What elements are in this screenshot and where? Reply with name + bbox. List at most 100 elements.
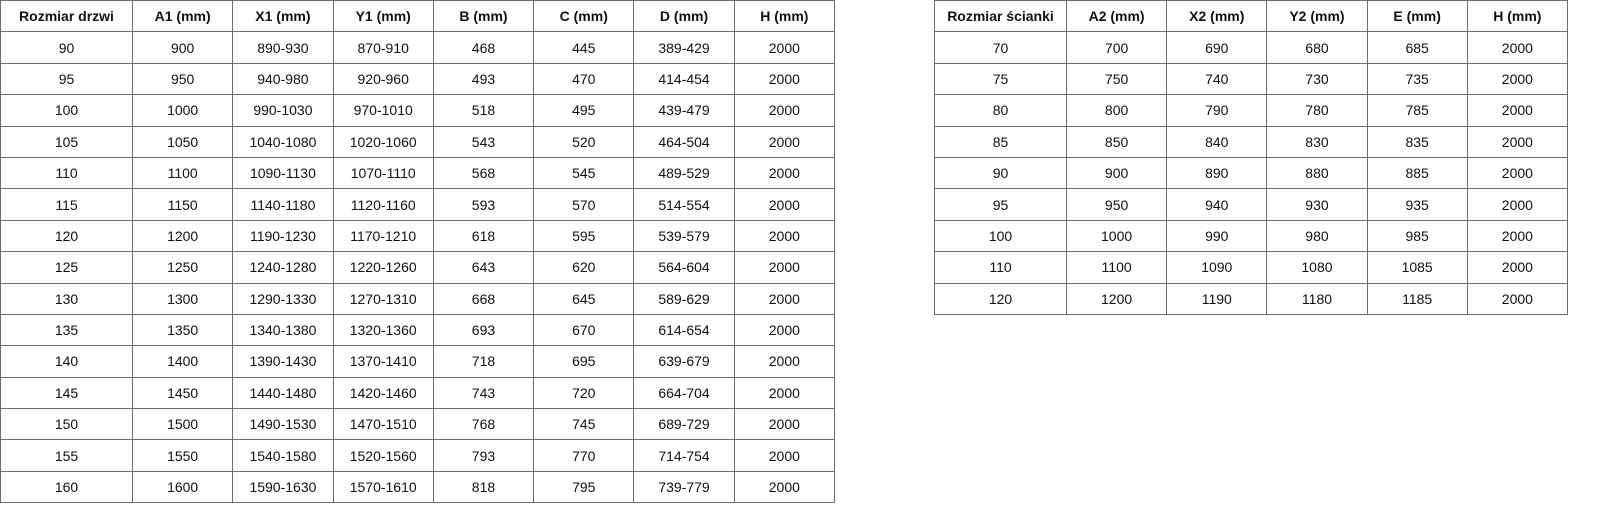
table-cell: 1470-1510 <box>332 408 434 441</box>
table-cell: 950 <box>131 62 234 96</box>
table-cell: 2000 <box>1466 219 1569 253</box>
table-row: 110 1100 1090 1080 1085 2000 <box>934 251 1569 284</box>
column-header: Rozmiar ścianki <box>934 0 1067 33</box>
table-cell: 514-554 <box>633 188 735 221</box>
table-cell: 830 <box>1266 125 1368 158</box>
table-cell: 739-779 <box>633 470 735 504</box>
table-row: 125 1250 1240-1280 1220-1260 643 620 564-604 20… <box>0 251 836 284</box>
table-row: 155 1550 1540-1580 1520-1560 793 770 714-754 20… <box>0 439 836 472</box>
table-cell: 120 <box>0 219 133 253</box>
table-row: 95 950 940-980 920-960 493 470 414-454 2000 <box>0 62 836 96</box>
table-cell: 643 <box>432 251 535 284</box>
table-cell: 1050 <box>131 125 234 158</box>
table-row: 130 1300 1290-1330 1270-1310 668 645 589-629 20… <box>0 282 836 315</box>
table-cell: 670 <box>533 313 635 347</box>
table-cell: 735 <box>1366 62 1468 96</box>
table-cell: 1540-1580 <box>232 439 334 472</box>
column-header: Y1 (mm) <box>332 0 434 33</box>
table-row: 105 1050 1040-1080 1020-1060 543 520 464-504 20… <box>0 125 836 158</box>
table-cell: 85 <box>934 125 1067 158</box>
table-cell: 900 <box>1065 156 1168 190</box>
column-header: A2 (mm) <box>1065 0 1168 33</box>
table-cell: 743 <box>432 376 535 410</box>
table-cell: 1085 <box>1366 251 1468 284</box>
table-cell: 800 <box>1065 94 1168 127</box>
table-cell: 639-679 <box>633 345 735 378</box>
table-cell: 693 <box>432 313 535 347</box>
table-cell: 740 <box>1166 62 1268 96</box>
table-cell: 75 <box>934 62 1067 96</box>
table-cell: 1300 <box>131 282 234 315</box>
table-cell: 568 <box>432 156 535 190</box>
table-cell: 980 <box>1266 219 1368 253</box>
table-cell: 750 <box>1065 62 1168 96</box>
table-cell: 1290-1330 <box>232 282 334 315</box>
table-cell: 539-579 <box>633 219 735 253</box>
column-header: D (mm) <box>633 0 735 33</box>
table-cell: 1200 <box>131 219 234 253</box>
table-cell: 2000 <box>1466 125 1569 158</box>
table-cell: 445 <box>533 31 635 64</box>
table-cell: 2000 <box>733 408 836 441</box>
table-cell: 990 <box>1166 219 1268 253</box>
table-cell: 1150 <box>131 188 234 221</box>
table-cell: 464-504 <box>633 125 735 158</box>
table-row: 135 1350 1340-1380 1320-1360 693 670 614-654 20… <box>0 313 836 347</box>
table-cell: 1270-1310 <box>332 282 434 315</box>
table-cell: 950 <box>1065 188 1168 221</box>
table-row: 90 900 890 880 885 2000 <box>934 156 1569 190</box>
table-cell: 2000 <box>733 282 836 315</box>
table-row: 85 850 840 830 835 2000 <box>934 125 1569 158</box>
table-cell: 1450 <box>131 376 234 410</box>
table-cell: 985 <box>1366 219 1468 253</box>
table-cell: 100 <box>0 94 133 127</box>
table-cell: 2000 <box>1466 251 1569 284</box>
table-cell: 780 <box>1266 94 1368 127</box>
table-cell: 2000 <box>1466 188 1569 221</box>
table-cell: 1020-1060 <box>332 125 434 158</box>
table-cell: 770 <box>533 439 635 472</box>
table-cell: 890 <box>1166 156 1268 190</box>
table-cell: 1190 <box>1166 282 1268 315</box>
column-header: Rozmiar drzwi <box>0 0 133 33</box>
table-cell: 614-654 <box>633 313 735 347</box>
table-cell: 80 <box>934 94 1067 127</box>
table-row: 120 1200 1190-1230 1170-1210 618 595 539-579 20… <box>0 219 836 253</box>
table-cell: 1240-1280 <box>232 251 334 284</box>
table-row: 95 950 940 930 935 2000 <box>934 188 1569 221</box>
table-cell: 1190-1230 <box>232 219 334 253</box>
table-cell: 970-1010 <box>332 94 434 127</box>
table-cell: 850 <box>1065 125 1168 158</box>
table-cell: 768 <box>432 408 535 441</box>
table-cell: 2000 <box>1466 282 1569 315</box>
table-cell: 1600 <box>131 470 234 504</box>
table-cell: 2000 <box>733 219 836 253</box>
table-cell: 564-604 <box>633 251 735 284</box>
table-row: 115 1150 1140-1180 1120-1160 593 570 514-554 20… <box>0 188 836 221</box>
table-cell: 414-454 <box>633 62 735 96</box>
table-cell: 135 <box>0 313 133 347</box>
table-cell: 570 <box>533 188 635 221</box>
table-cell: 468 <box>432 31 535 64</box>
table-cell: 1390-1430 <box>232 345 334 378</box>
table-cell: 545 <box>533 156 635 190</box>
table-row: 140 1400 1390-1430 1370-1410 718 695 639-679 20… <box>0 345 836 378</box>
table-cell: 495 <box>533 94 635 127</box>
table-cell: 1490-1530 <box>232 408 334 441</box>
table-cell: 1040-1080 <box>232 125 334 158</box>
table-cell: 150 <box>0 408 133 441</box>
table-cell: 880 <box>1266 156 1368 190</box>
table-cell: 2000 <box>733 439 836 472</box>
table-cell: 1370-1410 <box>332 345 434 378</box>
table-cell: 1570-1610 <box>332 470 434 504</box>
table-cell: 1420-1460 <box>332 376 434 410</box>
column-header: A1 (mm) <box>131 0 234 33</box>
table-cell: 795 <box>533 470 635 504</box>
door-size-table: Rozmiar drzwi A1 (mm) X1 (mm) Y1 (mm) B (mm)… <box>0 0 836 504</box>
table-cell: 1100 <box>1065 251 1168 284</box>
table-cell: 720 <box>533 376 635 410</box>
table-cell: 2000 <box>1466 62 1569 96</box>
table-cell: 1400 <box>131 345 234 378</box>
table-cell: 890-930 <box>232 31 334 64</box>
table-cell: 785 <box>1366 94 1468 127</box>
